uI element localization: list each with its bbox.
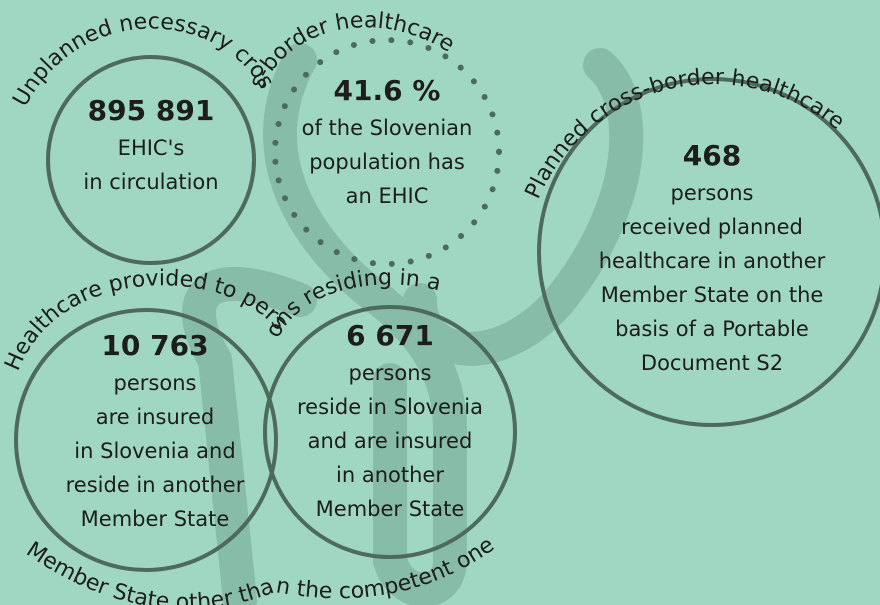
caption-line: reside in another [66,473,245,497]
caption-line: received planned [621,215,803,239]
caption-line: in circulation [83,170,218,194]
caption-line: Document S2 [641,351,783,375]
caption-line: basis of a Portable [615,317,809,341]
caption-line: and are insured [308,429,473,453]
caption-line: Member State [316,497,465,521]
caption-line: persons [671,181,754,205]
caption-line: in Slovenia and [74,439,235,463]
figure: 895 891 [88,94,215,127]
caption-line: in another [336,463,444,487]
caption-line: Member State [81,507,230,531]
caption-line: EHIC's [118,136,185,160]
caption-line: population has [309,150,465,174]
figure: 10 763 [101,329,208,362]
caption-line: Member State on the [601,283,824,307]
caption-line: are insured [96,405,214,429]
circle [48,57,254,263]
caption-line: reside in Slovenia [297,395,483,419]
caption-line: persons [114,371,197,395]
infographic: Unplanned necessary cross-border healthc… [0,0,880,605]
caption-line: an EHIC [346,184,429,208]
caption-line: healthcare in another [599,249,826,273]
caption-line: persons [349,361,432,385]
caption-line: of the Slovenian [302,116,473,140]
figure: 468 [683,139,741,172]
figure: 6 671 [346,319,434,352]
figure: 41.6 % [334,74,441,107]
